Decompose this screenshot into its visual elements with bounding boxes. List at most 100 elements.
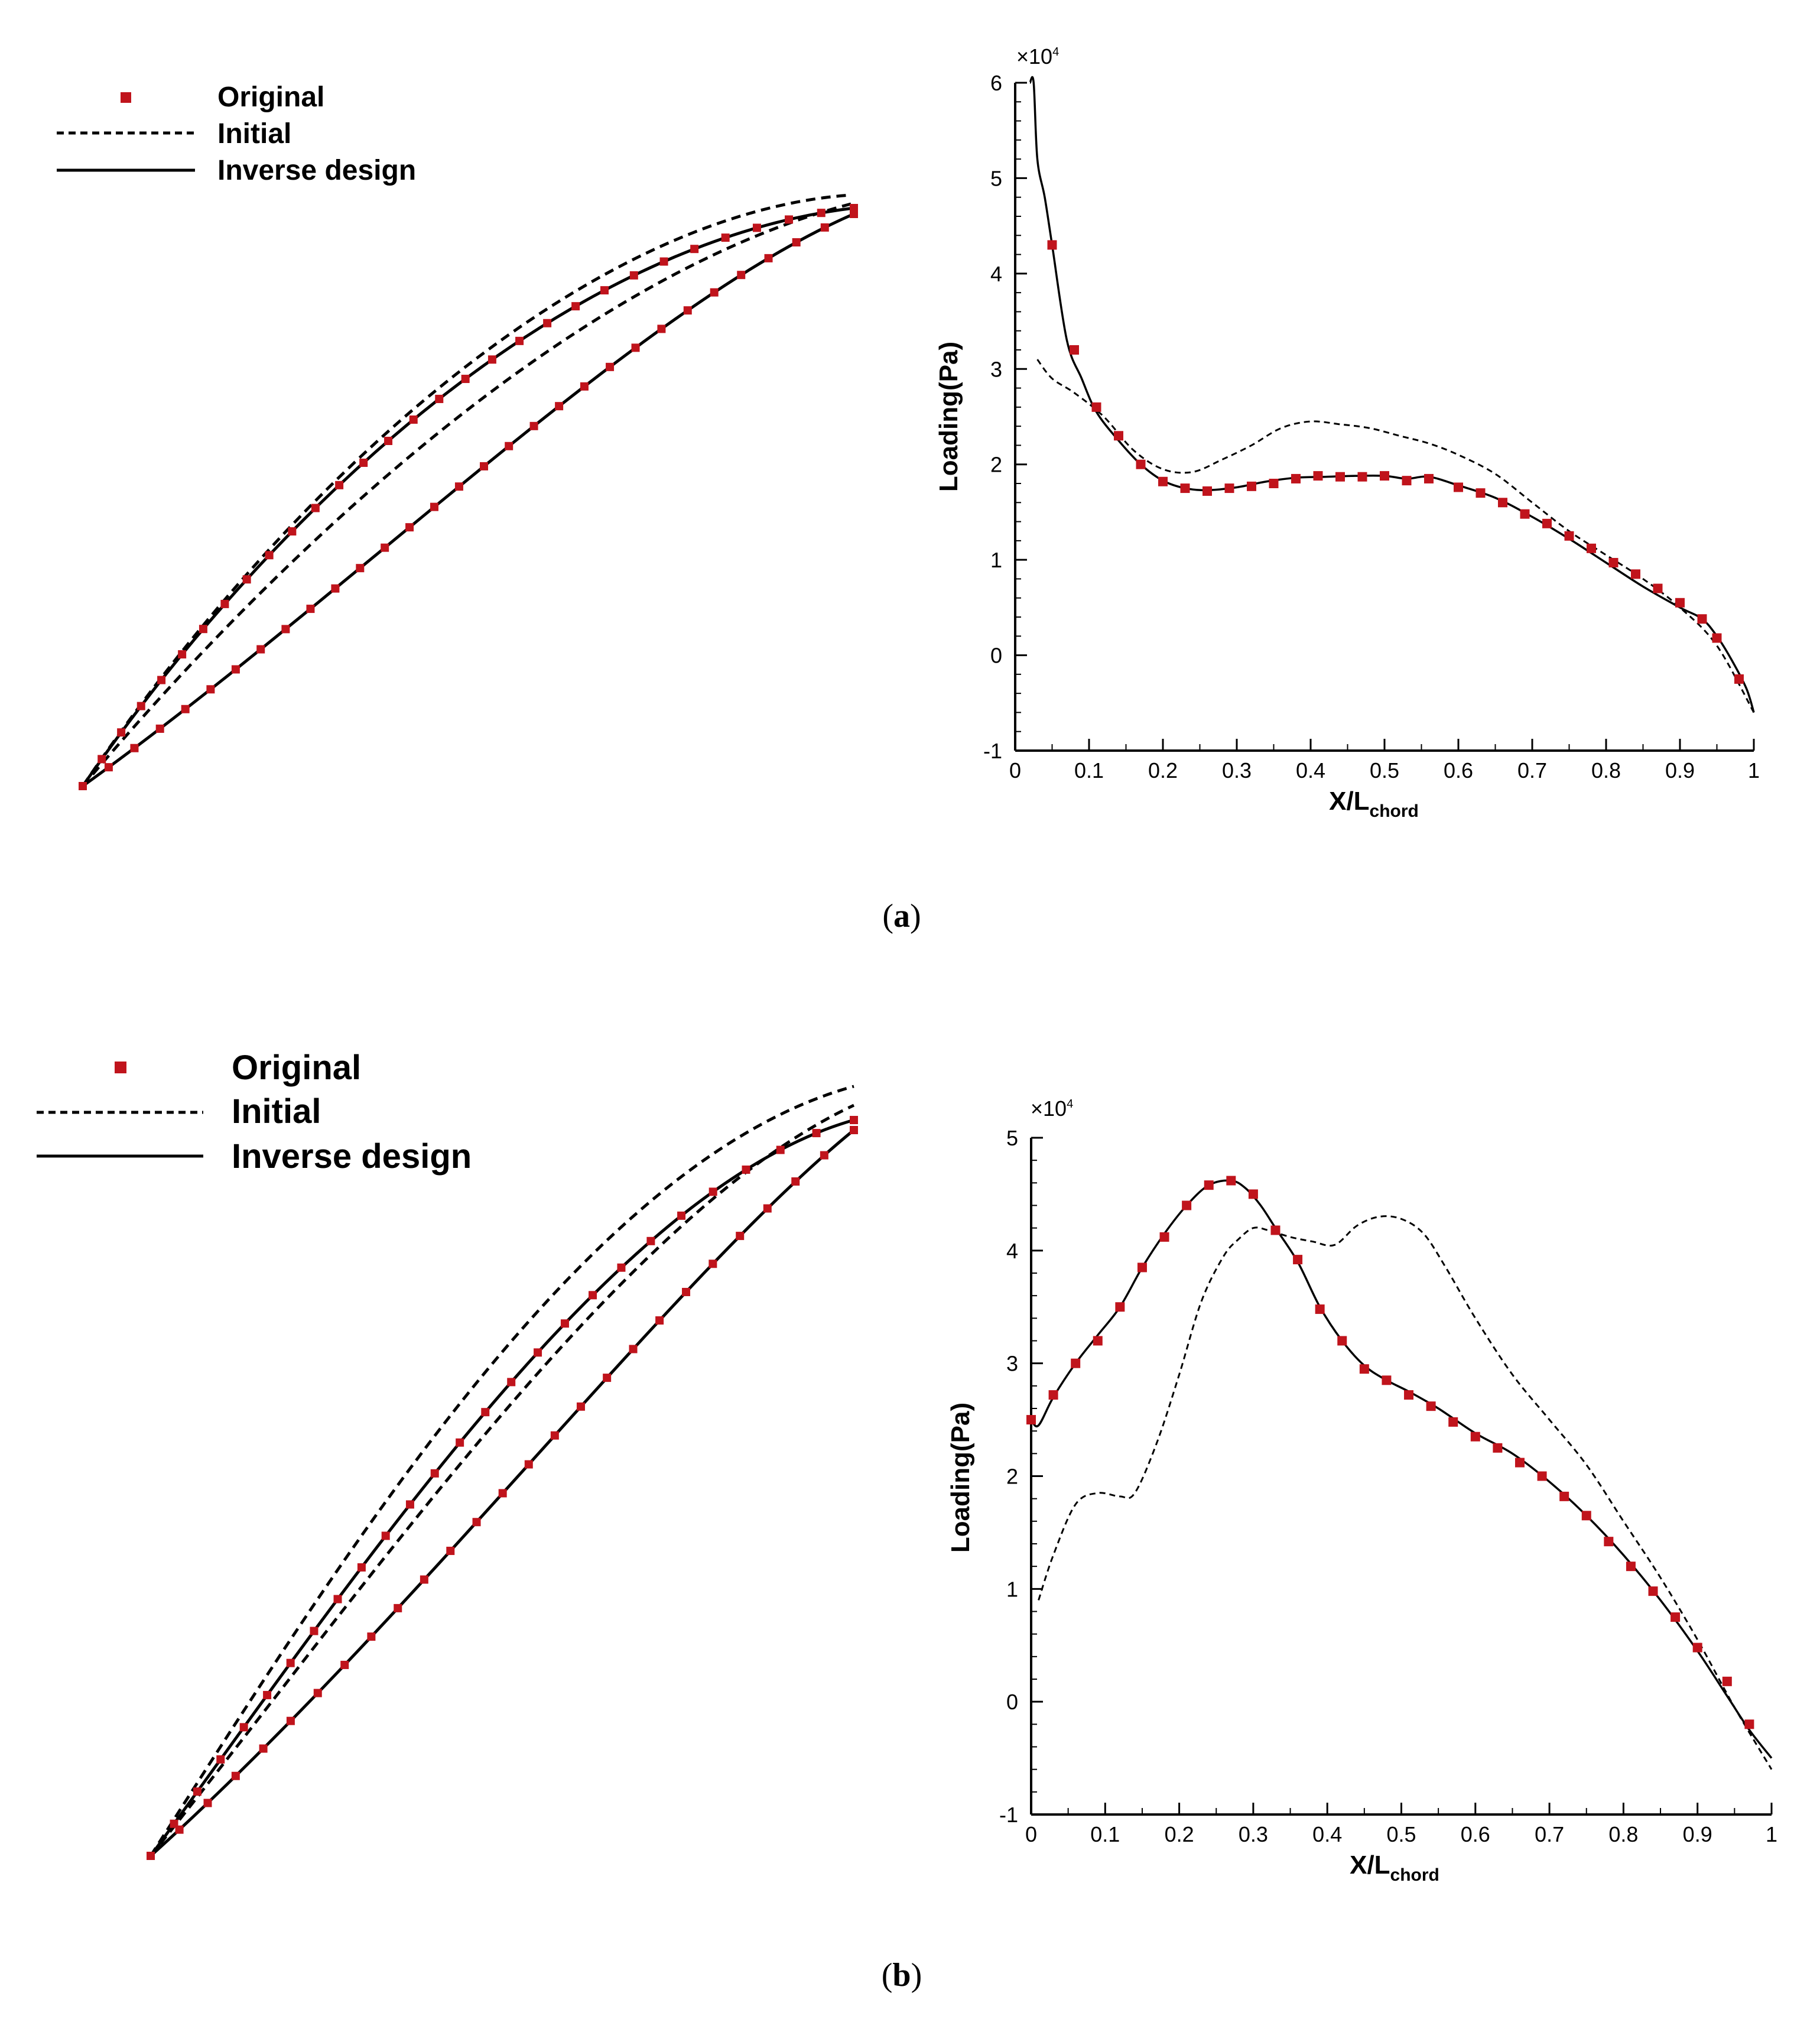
profile-a-upper-marker-28 (785, 215, 794, 224)
profile-a-upper-marker-12 (335, 481, 344, 489)
profile-a-original-markers (79, 204, 858, 790)
profile-a-upper-marker-9 (265, 551, 274, 560)
profile-b-lower-marker-25 (820, 1151, 828, 1160)
chart-a-original-point-26 (1631, 569, 1640, 579)
chart-a-original-point-3 (1114, 431, 1123, 441)
chart-a-ticks: 0 0.1 0.2 0.3 0.4 0.5 0.6 0.7 0.8 0.9 1 -1 0 1 2 3 4 5 6 (983, 71, 1760, 783)
profile-a-lower-marker-13 (405, 523, 414, 532)
chart-b-original-point-9 (1226, 1176, 1236, 1186)
profile-a-upper-marker-11 (311, 504, 320, 512)
profile-b-lower-marker-17 (603, 1374, 612, 1382)
profile-a-upper-marker-14 (384, 436, 393, 445)
profile-a-upper-marker-6 (199, 625, 207, 634)
chart-a-xtick-label-5: 0.5 (1370, 758, 1399, 783)
chart-b-original-point-28 (1648, 1586, 1658, 1596)
chart-b-original-point-26 (1604, 1537, 1614, 1547)
profile-a-upper-marker-2 (117, 728, 126, 737)
chart-b-original-point-13 (1315, 1304, 1325, 1314)
profile-b-lower-marker-14 (524, 1460, 533, 1469)
chart-a-original-point-31 (1734, 674, 1744, 684)
profile-plot-a: Original Initial Inverse design (57, 82, 858, 790)
profile-b-upper-marker-12 (430, 1469, 439, 1478)
chart-b-original-point-6 (1159, 1232, 1169, 1242)
profile-a-upper-marker-25 (690, 245, 699, 254)
legend-a-original-swatch (121, 92, 131, 103)
profile-a-lower-marker-1 (104, 763, 113, 772)
profile-b-upper-marker-26 (850, 1116, 858, 1124)
profile-a-lower-marker-14 (430, 502, 438, 511)
chart-b-xtick-label-2: 0.2 (1165, 1822, 1194, 1846)
chart-a-original-point-6 (1180, 483, 1190, 494)
loading-chart-b: 0 0.1 0.2 0.3 0.4 0.5 0.6 0.7 0.8 0.9 1 -1 0 1 2 3 4 5 ×1… (946, 1096, 1777, 1885)
chart-b-original-point-21 (1493, 1443, 1503, 1453)
profile-a-upper-marker-23 (629, 271, 638, 280)
profile-a-upper-marker-10 (288, 527, 297, 536)
chart-b-original-point-22 (1514, 1458, 1525, 1468)
chart-a-original-point-25 (1608, 557, 1618, 567)
profile-b-upper-marker-3 (216, 1755, 225, 1764)
chart-b-ylabel: Loading(Pa) (946, 1403, 975, 1553)
chart-a-original-point-19 (1476, 488, 1486, 498)
chart-b-xtick-label-6: 0.6 (1461, 1822, 1490, 1846)
profile-a-lower-marker-2 (130, 744, 139, 752)
profile-a-lower-marker-20 (580, 382, 589, 391)
chart-a-xtick-label-10: 1 (1748, 758, 1760, 783)
legend-a-inverse-label: Inverse design (217, 155, 416, 186)
profile-b-upper-marker-2 (193, 1787, 202, 1796)
profile-b-lower-marker-15 (550, 1431, 559, 1440)
chart-a-initial-line (1036, 359, 1755, 713)
chart-b-ytick-label-4: 3 (1006, 1352, 1018, 1376)
chart-a-original-point-27 (1653, 583, 1663, 593)
profile-a-upper-marker-22 (600, 286, 609, 295)
profile-b-upper-marker-11 (405, 1500, 414, 1509)
chart-b-ytick-label-6: 5 (1006, 1126, 1018, 1150)
profile-a-upper-marker-26 (721, 233, 730, 242)
chart-a-original-point-13 (1335, 472, 1345, 482)
profile-a-lower-marker-22 (631, 343, 640, 352)
profile-b-lower-marker-26 (850, 1126, 858, 1134)
chart-a-ytick-label-6: 5 (990, 166, 1002, 190)
chart-b-original-point-0 (1026, 1415, 1036, 1425)
chart-a-xtick-label-7: 0.7 (1517, 758, 1547, 783)
profile-a-lower-marker-28 (792, 238, 801, 246)
legend-b-initial-label: Initial (232, 1092, 321, 1131)
chart-b-inverse-design-line (1030, 1179, 1773, 1759)
profile-a-upper-marker-21 (571, 302, 580, 311)
chart-a-original-point-9 (1247, 481, 1256, 491)
chart-a-original-point-22 (1542, 518, 1552, 528)
chart-b-ytick-label-2: 1 (1006, 1577, 1018, 1601)
chart-b-original-point-15 (1359, 1364, 1369, 1374)
chart-b-initial-line (1038, 1215, 1773, 1770)
chart-a-original-point-18 (1454, 482, 1463, 492)
chart-a-xtick-label-9: 0.9 (1665, 758, 1695, 783)
chart-b-original-point-27 (1626, 1562, 1636, 1572)
profile-b-inverse-upper (149, 1118, 854, 1857)
chart-a-original-point-16 (1402, 476, 1412, 486)
chart-a-series (1029, 76, 1755, 713)
profile-b-lower-marker-13 (498, 1489, 507, 1498)
chart-a-ylabel: Loading(Pa) (934, 342, 963, 492)
profile-b-lower-marker-7 (340, 1660, 349, 1669)
chart-b-original-point-16 (1382, 1375, 1392, 1385)
chart-b-xtick-label-8: 0.8 (1608, 1822, 1638, 1846)
profile-b-lower-marker-4 (259, 1744, 268, 1753)
chart-b-ytick-label-0: -1 (999, 1803, 1018, 1827)
profile-a-lower-marker-3 (155, 724, 164, 733)
chart-a-ytick-label-5: 4 (990, 262, 1002, 286)
profile-a-upper-marker-19 (515, 336, 524, 345)
chart-a-original-point-11 (1291, 473, 1301, 483)
chart-a-ytick-label-3: 2 (990, 453, 1002, 477)
chart-a-original-point-2 (1091, 402, 1101, 412)
profile-a-upper-marker-3 (136, 702, 145, 710)
chart-b-xtick-label-7: 0.7 (1535, 1822, 1564, 1846)
caption-b: (b) (882, 1957, 922, 1994)
caption-a: (a) (882, 898, 921, 934)
chart-a-original-point-10 (1269, 479, 1279, 488)
profile-b-lower-marker-22 (736, 1232, 745, 1241)
profile-a-lower-marker-7 (256, 645, 265, 654)
chart-b-xtick-label-1: 0.1 (1090, 1822, 1120, 1846)
profile-b-lower-marker-18 (629, 1345, 638, 1353)
profile-a-initial-lower (82, 202, 852, 787)
profile-b-lower-marker-11 (446, 1546, 455, 1555)
profile-a-upper-marker-5 (178, 650, 187, 659)
